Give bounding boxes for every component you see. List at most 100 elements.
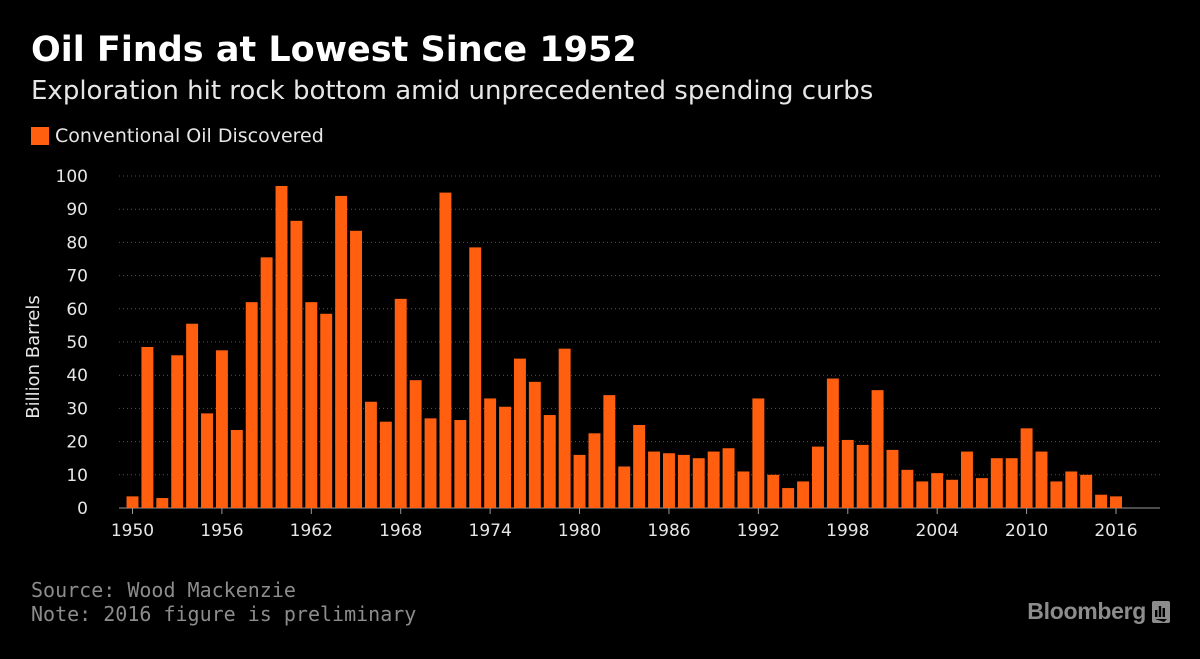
bloomberg-chart-icon xyxy=(1152,600,1170,623)
bar-1972 xyxy=(454,420,467,508)
note-text: Note: 2016 figure is preliminary xyxy=(31,602,417,626)
bar-1959 xyxy=(260,257,273,508)
bar-1967 xyxy=(379,421,392,508)
y-axis-label: Billion Barrels xyxy=(23,295,44,418)
bar-1992 xyxy=(752,398,765,508)
bar-1990 xyxy=(722,448,735,508)
bar-2008 xyxy=(990,458,1003,508)
bar-2006 xyxy=(961,451,973,508)
bar-2014 xyxy=(1080,474,1093,508)
x-tick-label: 1992 xyxy=(737,521,780,541)
x-tick-label: 2004 xyxy=(916,521,959,541)
bar-2007 xyxy=(975,478,988,508)
bar-1951 xyxy=(141,346,154,508)
bar-2011 xyxy=(1035,451,1048,508)
chart-title: Oil Finds at Lowest Since 1952 xyxy=(31,30,637,70)
y-tick-label: 80 xyxy=(66,233,88,253)
bar-1969 xyxy=(409,380,422,508)
bar-2010 xyxy=(1020,428,1033,508)
y-tick-label: 20 xyxy=(66,433,88,453)
bar-1957 xyxy=(230,429,243,508)
x-tick-label: 1974 xyxy=(469,521,512,541)
bar-1968 xyxy=(394,298,407,508)
legend-swatch xyxy=(31,127,49,145)
bar-2015 xyxy=(1095,494,1108,508)
bar-1970 xyxy=(424,418,437,508)
bar-1996 xyxy=(811,446,824,508)
bar-1966 xyxy=(364,401,377,508)
bar-1952 xyxy=(156,498,169,508)
y-tick-label: 40 xyxy=(66,366,88,386)
y-axis: 0 10 20 30 40 50 60 70 80 90 100 xyxy=(56,167,88,519)
bar-1986 xyxy=(662,453,675,508)
bar-2003 xyxy=(916,481,929,508)
x-tick-label: 1998 xyxy=(826,521,869,541)
bar-2000 xyxy=(871,390,884,508)
bar-1973 xyxy=(469,247,482,508)
y-tick-label: 50 xyxy=(66,333,88,353)
brand-logo-text: Bloomberg xyxy=(1027,598,1146,624)
bar-2013 xyxy=(1065,471,1078,508)
bar-1960 xyxy=(275,185,288,508)
chart-subtitle: Exploration hit rock bottom amid unprece… xyxy=(31,76,874,106)
bar-2016 xyxy=(1110,496,1122,508)
bar-1981 xyxy=(588,433,601,508)
bars xyxy=(126,185,1122,509)
bar-1963 xyxy=(320,313,333,508)
brand: Bloomberg xyxy=(1027,598,1170,625)
bar-1956 xyxy=(215,350,228,508)
bar-1977 xyxy=(528,381,541,508)
bar-1950 xyxy=(126,496,139,508)
y-tick-label: 70 xyxy=(66,267,88,287)
bar-1994 xyxy=(782,488,795,508)
x-tick-label: 1980 xyxy=(558,521,601,541)
bar-1995 xyxy=(797,481,810,508)
bar-1999 xyxy=(856,444,869,508)
bar-1989 xyxy=(707,451,720,508)
bar-1962 xyxy=(305,302,318,508)
bar-2001 xyxy=(886,449,899,508)
bar-1976 xyxy=(513,358,526,508)
bar-1979 xyxy=(558,348,571,508)
bar-1954 xyxy=(186,323,199,508)
x-tick-label: 1986 xyxy=(647,521,690,541)
source-text: Source: Wood Mackenzie xyxy=(31,578,296,602)
x-tick-label: 2010 xyxy=(1005,521,1048,541)
bar-2004 xyxy=(931,473,944,508)
bar-1984 xyxy=(633,425,646,508)
bar-1958 xyxy=(245,302,258,508)
bar-1993 xyxy=(767,474,780,508)
legend-label: Conventional Oil Discovered xyxy=(55,125,324,147)
bar-1953 xyxy=(171,355,184,508)
y-tick-label: 60 xyxy=(66,300,88,320)
x-tick-label: 1950 xyxy=(111,521,154,541)
bar-1971 xyxy=(439,192,452,508)
bar-1974 xyxy=(484,398,497,508)
x-tick-label: 1962 xyxy=(290,521,333,541)
bar-1987 xyxy=(677,454,690,508)
bar-1982 xyxy=(603,395,616,508)
bar-1983 xyxy=(618,466,631,508)
bar-1964 xyxy=(335,195,348,509)
y-tick-label: 10 xyxy=(66,466,88,486)
bar-1965 xyxy=(350,230,362,508)
bar-1998 xyxy=(841,439,854,508)
x-tick-label: 1956 xyxy=(200,521,243,541)
bar-2009 xyxy=(1005,458,1018,508)
bar-1961 xyxy=(290,220,303,508)
x-axis: 1950 1956 1962 1968 1974 1980 1986 1992 1998 2004… xyxy=(111,508,1138,541)
bar-1955 xyxy=(201,413,213,508)
x-tick-label: 1968 xyxy=(379,521,422,541)
y-tick-label: 0 xyxy=(77,499,88,519)
y-tick-label: 30 xyxy=(66,399,88,419)
bar-1991 xyxy=(737,471,750,508)
x-tick-label: 2016 xyxy=(1094,521,1137,541)
bar-2005 xyxy=(946,479,959,508)
y-tick-label: 90 xyxy=(66,200,88,220)
bar-2012 xyxy=(1050,481,1063,508)
bar-1975 xyxy=(499,406,512,508)
bar-1988 xyxy=(692,458,705,508)
bar-1978 xyxy=(543,415,556,508)
legend: Conventional Oil Discovered xyxy=(31,124,324,148)
